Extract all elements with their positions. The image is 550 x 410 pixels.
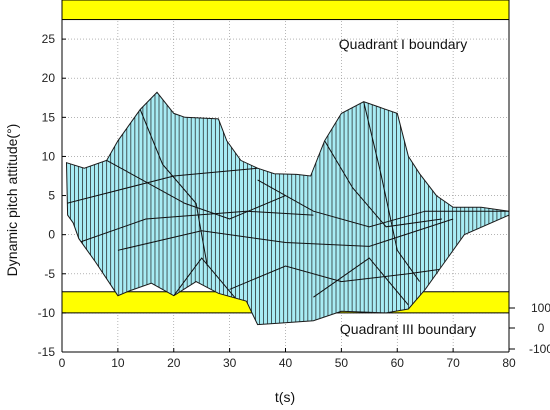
y-tick-label: 5	[48, 189, 55, 203]
surface-fold-line	[117, 218, 454, 251]
surface-fold-line	[363, 101, 421, 282]
x-tick-label: 70	[446, 356, 460, 370]
y-tick-label: 0	[48, 228, 55, 242]
y-tick-label: 20	[42, 71, 56, 85]
quadrant-i-label: Quadrant I boundary	[339, 36, 467, 52]
y-tick-label: 10	[42, 149, 56, 163]
quadrant-iii-label: Quadrant III boundary	[340, 321, 476, 337]
x-tick-label: 20	[167, 356, 181, 370]
surface-fold-line	[313, 257, 409, 306]
x-axis-label: t(s)	[275, 389, 295, 405]
surface-fold-line	[229, 265, 465, 290]
y-tick-label: -10	[38, 306, 56, 320]
y-tick-label: -15	[38, 345, 56, 359]
boundary-band	[61, 0, 510, 21]
x-tick-label: 0	[59, 356, 66, 370]
x-tick-label: 60	[391, 356, 405, 370]
y-tick-label: -5	[44, 267, 55, 281]
z-axis-ticks: 100 0 -100	[509, 301, 550, 356]
x-tick-label: 10	[111, 356, 125, 370]
surface-fold-line	[66, 167, 258, 204]
x-tick-label: 50	[335, 356, 349, 370]
z-tick-label: -100	[529, 342, 550, 356]
x-tick-label: 40	[279, 356, 293, 370]
surface-fold-line	[139, 109, 208, 267]
z-tick-label: 100	[531, 301, 550, 315]
surface-fold-line	[257, 179, 509, 228]
annotations: Quadrant I boundary Quadrant III boundary	[339, 36, 476, 337]
z-tick-label: 0	[538, 321, 545, 335]
y-tick-label: 15	[42, 110, 56, 124]
x-tick-label: 80	[502, 356, 516, 370]
surface-fold-line	[78, 210, 314, 243]
tick-labels: 0 10 20 30 40 50 60 70 80 -15 -10 -5 0 5 10 15 20 25	[38, 32, 516, 370]
x-tick-label: 30	[223, 356, 237, 370]
surface-fold-line	[106, 159, 286, 220]
y-tick-label: 25	[42, 32, 56, 46]
y-axis-label: Dynamic pitch attitude(°)	[4, 124, 20, 277]
axes	[61, 0, 510, 353]
surface-fold-line	[324, 140, 442, 228]
